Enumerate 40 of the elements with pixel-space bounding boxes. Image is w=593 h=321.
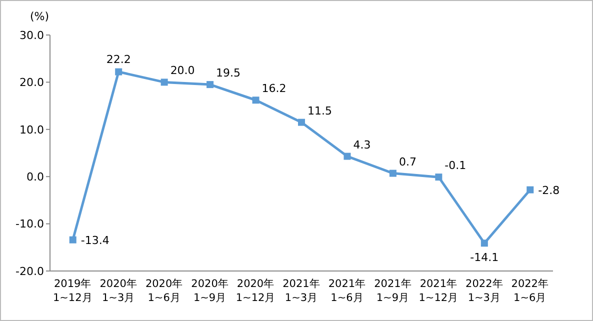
data-label: 0.7 bbox=[398, 155, 416, 168]
x-tick-label: 2021年 1~9月 bbox=[374, 278, 412, 304]
point bbox=[344, 152, 351, 160]
x-tick-label: 2022年 1~3月 bbox=[466, 278, 504, 304]
x-tick-label: 2021年 1~12月 bbox=[418, 278, 459, 304]
x-tick-label: 2020年 1~6月 bbox=[145, 278, 184, 304]
data-label: 11.5 bbox=[308, 104, 332, 118]
y-tick-label: 10.0 bbox=[20, 123, 44, 136]
x-tick-label: 2019年 1~12月 bbox=[52, 278, 93, 304]
data-label: -13.4 bbox=[80, 234, 110, 247]
data-label: 4.3 bbox=[353, 138, 371, 152]
x-tick-label: 2021年 1~6月 bbox=[328, 278, 366, 304]
point bbox=[480, 240, 488, 247]
data-label: -2.8 bbox=[538, 184, 560, 197]
data-label: 19.5 bbox=[216, 66, 241, 80]
point bbox=[298, 118, 305, 126]
x-tick-label: 2022年 1~6月 bbox=[511, 278, 550, 304]
point bbox=[526, 186, 534, 194]
point bbox=[252, 96, 260, 104]
point bbox=[389, 170, 396, 177]
y-tick-label: -20.0 bbox=[16, 264, 44, 278]
point bbox=[435, 174, 442, 181]
y-tick-label: -10.0 bbox=[16, 218, 44, 231]
x-tick-label: 2020年 1~9月 bbox=[191, 278, 229, 304]
y-axis-title: (%) bbox=[30, 10, 50, 23]
data-label: 20.0 bbox=[170, 64, 195, 78]
point bbox=[115, 68, 122, 76]
point bbox=[69, 236, 76, 244]
x-tick-label: 2020年 1~3月 bbox=[100, 278, 138, 304]
x-tick-label: 2021年 1~3月 bbox=[282, 278, 320, 304]
data-label: -0.1 bbox=[444, 159, 466, 172]
x-tick-label: 2020年 1~12月 bbox=[236, 278, 276, 304]
y-tick-label: 30.0 bbox=[20, 28, 44, 42]
point bbox=[160, 78, 168, 86]
y-tick-label: 20.0 bbox=[20, 76, 44, 90]
data-label: -14.1 bbox=[470, 251, 499, 264]
data-label: 22.2 bbox=[106, 52, 131, 66]
y-tick-label: 0.0 bbox=[26, 170, 44, 184]
point bbox=[206, 81, 214, 88]
data-label: 16.2 bbox=[262, 82, 286, 96]
